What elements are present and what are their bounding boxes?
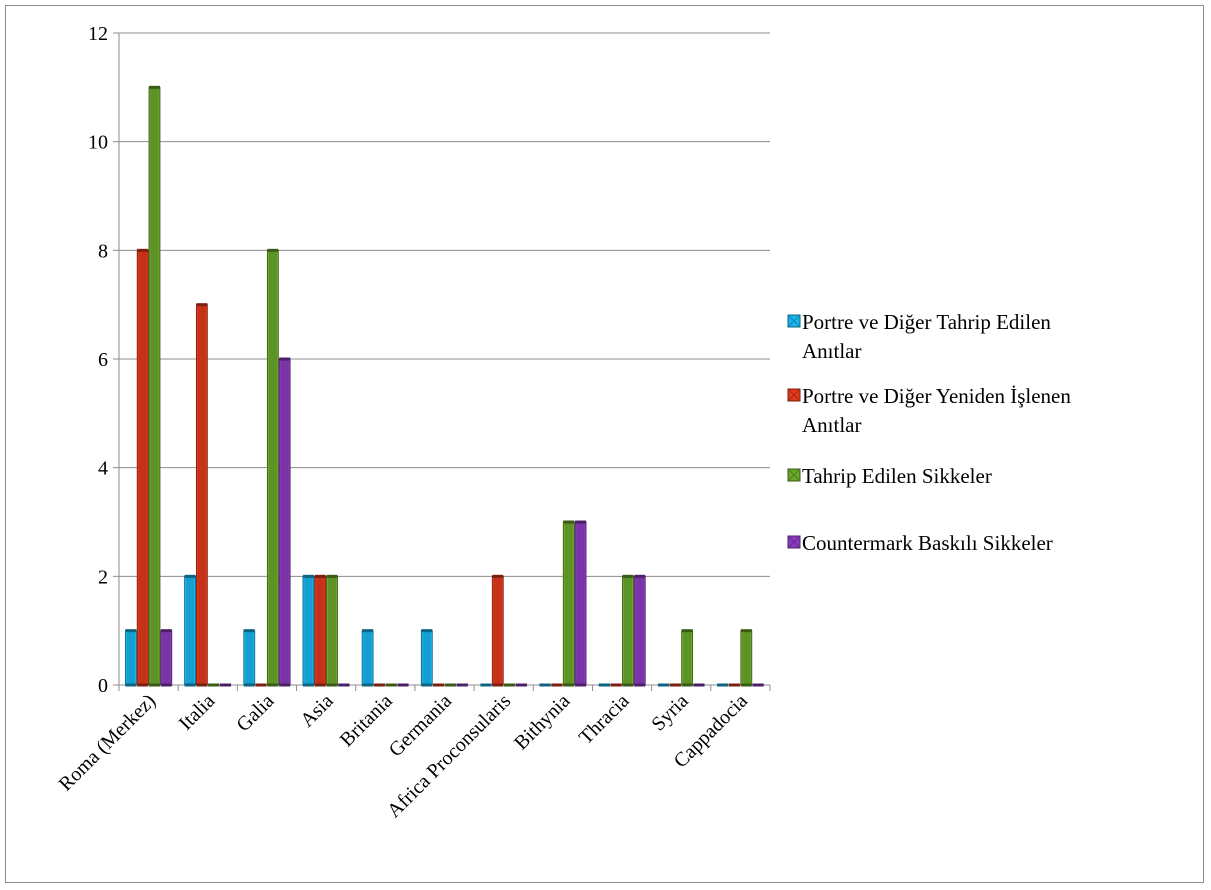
x-tick-label: Italia <box>175 690 220 735</box>
x-tick-label: Galia <box>232 690 278 736</box>
legend-label: Portre ve Diğer Yeniden İşlenen <box>802 384 1071 408</box>
legend-label: Portre ve Diğer Tahrip Edilen <box>802 310 1051 334</box>
bar <box>598 683 611 687</box>
bar <box>491 574 504 687</box>
x-tick-label: Bithynia <box>510 690 574 754</box>
bar <box>551 683 563 687</box>
bar <box>314 574 327 687</box>
bar <box>633 574 646 687</box>
legend-entry: Portre ve Diğer Tahrip Edilen Anıtlar <box>787 310 1051 363</box>
x-tick-label: Thracia <box>575 690 634 749</box>
bar <box>681 629 694 687</box>
legend-entry: Countermark Baskılı Sikkeler <box>787 531 1053 555</box>
bar <box>326 574 338 687</box>
bar <box>657 683 670 687</box>
bar <box>562 520 575 687</box>
bar <box>124 629 137 687</box>
legend-entry: Portre ve Diğer Yeniden İşlenen Anıtlar <box>787 384 1071 437</box>
bar <box>740 629 753 687</box>
chart-frame: 0 2 4 6 8 10 12 Roma (Merkez) Italia Galia Asia Bri… <box>5 5 1204 883</box>
bar <box>444 683 457 687</box>
y-tick-label: 10 <box>88 132 108 154</box>
y-tick-label: 8 <box>98 240 108 262</box>
bar <box>255 683 267 687</box>
bar <box>337 683 350 687</box>
legend-label: Tahrip Edilen Sikkeler <box>802 464 992 488</box>
bar <box>503 683 516 687</box>
bar <box>266 248 279 687</box>
x-tick-label: Roma (Merkez) <box>55 690 160 795</box>
y-tick-label: 6 <box>98 349 108 371</box>
bar <box>420 629 433 687</box>
bar <box>207 683 220 687</box>
legend-entry: Tahrip Edilen Sikkeler <box>787 464 992 488</box>
bar <box>278 357 291 687</box>
bar <box>243 629 256 687</box>
legend-label: Countermark Baskılı Sikkeler <box>802 531 1053 555</box>
bar <box>385 683 398 687</box>
bar <box>539 683 552 687</box>
bar <box>480 683 492 687</box>
legend-label: Anıtlar <box>802 339 861 363</box>
bar <box>515 683 528 687</box>
bar <box>184 574 196 687</box>
bar <box>728 683 741 687</box>
x-tick-label: Asia <box>296 690 338 732</box>
bar <box>397 683 409 687</box>
bar <box>302 574 315 687</box>
bar <box>574 520 587 687</box>
y-tick-label: 4 <box>98 458 108 480</box>
bar <box>361 629 374 687</box>
bar <box>136 248 149 687</box>
bar <box>195 303 208 687</box>
x-tick-label: Syria <box>647 690 692 735</box>
bar <box>148 85 161 687</box>
bar <box>693 683 705 687</box>
legend-label: Anıtlar <box>802 413 861 437</box>
bar <box>610 683 623 687</box>
bar <box>373 683 386 687</box>
y-tick-label: 0 <box>98 675 108 697</box>
bar <box>160 629 173 687</box>
bar <box>752 683 765 687</box>
bar <box>716 683 729 687</box>
bar <box>669 683 682 687</box>
y-tick-label: 2 <box>98 566 108 588</box>
y-tick-label: 12 <box>88 23 108 45</box>
bar <box>456 683 469 687</box>
bar <box>219 683 232 687</box>
bar <box>432 683 445 687</box>
bar <box>622 574 634 687</box>
